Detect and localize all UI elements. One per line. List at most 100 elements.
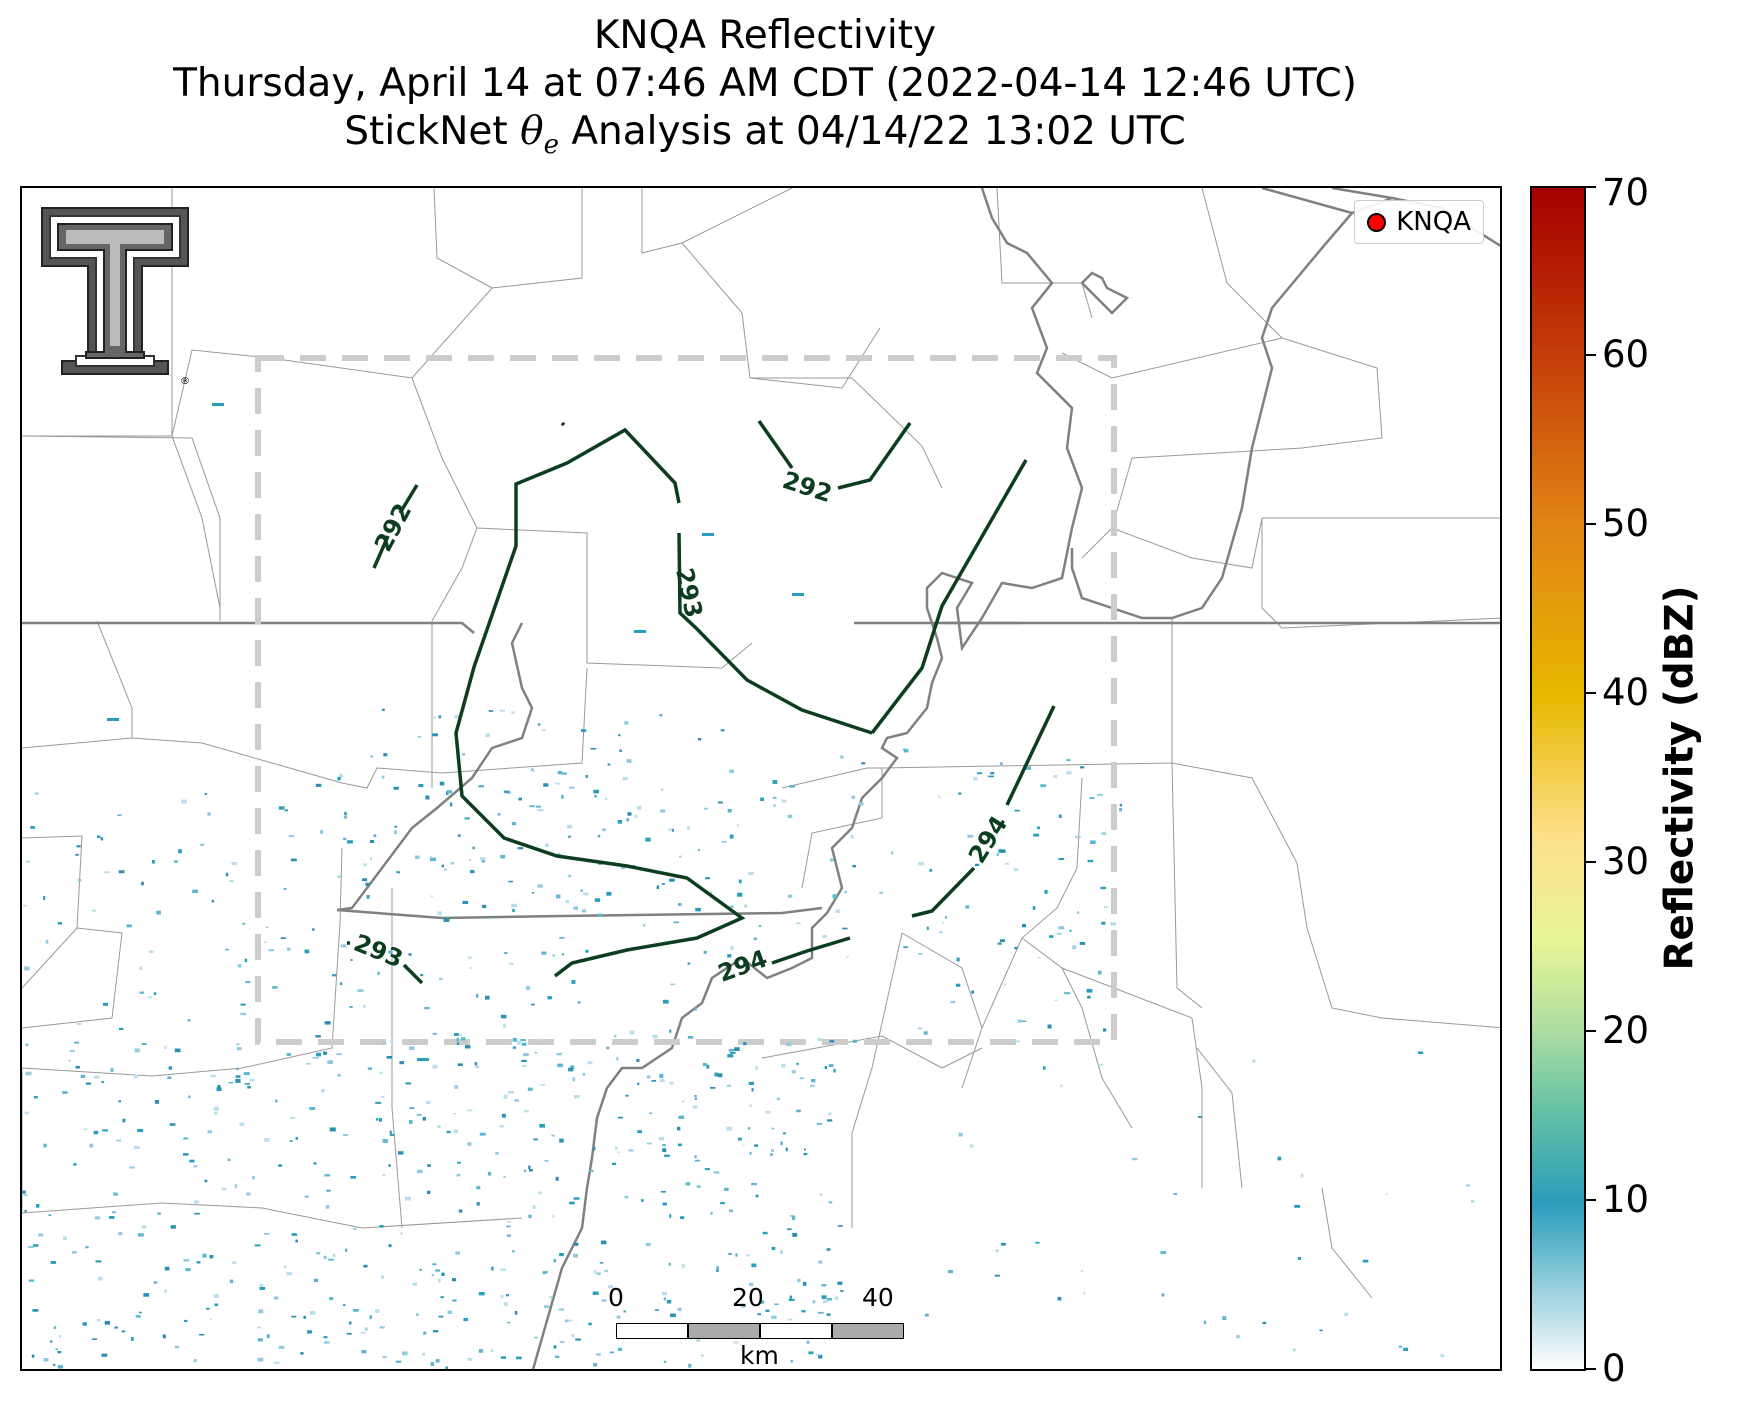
echo-pixel (945, 916, 948, 919)
echo-pixel (438, 1315, 444, 1318)
echo-pixel (409, 1046, 415, 1051)
echo-pixel (602, 828, 606, 832)
colorbar-tick-label: 0 (1602, 1347, 1626, 1390)
echo-pixel (557, 1063, 563, 1068)
echo-pixel (423, 1331, 427, 1335)
echo-pixel (737, 892, 743, 897)
echo-pixel (996, 1249, 999, 1252)
echo-pixel (585, 949, 589, 953)
echo-pixel (237, 964, 242, 968)
echo-pixel (702, 1063, 707, 1067)
echo-pixel (822, 1299, 828, 1304)
echo-pixel (382, 708, 385, 711)
echo-pixel (118, 1100, 121, 1103)
echo-pixel (669, 878, 675, 882)
echo-pixel (787, 1228, 792, 1231)
echo-pixel (629, 1030, 635, 1035)
echo-pixel (1096, 794, 1103, 796)
echo-pixel (375, 1309, 380, 1313)
echo-pixel (729, 834, 734, 839)
echo-pixel (727, 1054, 734, 1058)
echo-pixel (1101, 832, 1107, 835)
echo-pixel (212, 403, 224, 406)
double-t-logo-icon: ® (41, 207, 190, 386)
echo-pixel (506, 1225, 511, 1228)
echo-pixel (1033, 833, 1040, 837)
echo-pixel (133, 1145, 140, 1149)
echo-pixel (467, 956, 472, 959)
echo-pixel (300, 1352, 304, 1355)
echo-pixel (206, 1307, 210, 1310)
echo-pixel (790, 1215, 795, 1217)
echo-pixel (1044, 890, 1048, 894)
echo-pixel (516, 1356, 522, 1360)
echo-pixel (349, 1006, 353, 1008)
echo-pixel (835, 909, 840, 913)
echo-pixel (363, 1264, 368, 1268)
echo-pixel (640, 1199, 644, 1202)
echo-pixel (291, 1315, 297, 1318)
echo-pixel (508, 880, 513, 883)
echo-pixel (164, 1289, 168, 1293)
colorbar-tick-label: 20 (1602, 1009, 1650, 1052)
echo-pixel (379, 1071, 383, 1075)
echo-pixel (194, 1200, 199, 1204)
scale-bar: 0 20 40 km (608, 1283, 936, 1369)
echo-pixel (790, 1360, 793, 1363)
echo-pixel (1075, 836, 1081, 838)
echo-pixel (488, 710, 494, 712)
echo-pixel (129, 1166, 135, 1169)
echo-pixel (352, 1309, 359, 1312)
echo-pixel (476, 1202, 480, 1206)
contour-294-south (771, 936, 851, 965)
echo-pixel (346, 1332, 352, 1335)
echo-pixel (85, 1082, 92, 1085)
echo-pixel (376, 1118, 379, 1121)
echo-pixel (616, 1056, 619, 1061)
echo-pixel (469, 859, 472, 861)
echo-pixel (1090, 840, 1096, 845)
echo-pixel (386, 1056, 393, 1059)
colorbar-gradient (1530, 186, 1586, 1371)
echo-pixel (234, 1184, 237, 1189)
echo-pixel (637, 805, 642, 810)
contour-292-west-lower (372, 535, 390, 569)
echo-pixel (312, 928, 315, 931)
echo-pixel (625, 1094, 629, 1097)
echo-pixel (582, 892, 589, 896)
echo-pixel (1047, 1024, 1052, 1029)
echo-pixel (418, 784, 424, 788)
echo-pixel (452, 1299, 457, 1302)
echo-pixel (1057, 1296, 1062, 1301)
echo-pixel (122, 1118, 126, 1123)
logo-registered-mark: ® (180, 376, 190, 386)
echo-pixel (303, 1315, 307, 1319)
echo-pixel (437, 911, 442, 916)
echo-pixel (762, 1231, 768, 1235)
echo-pixel (555, 1355, 560, 1358)
echo-pixel (799, 1077, 804, 1080)
echo-pixel (506, 791, 512, 795)
echo-pixel (661, 1291, 668, 1296)
echo-pixel (965, 905, 970, 909)
echo-pixel (787, 894, 793, 898)
map-canvas[interactable]: 292 292 293 293 294 294 (22, 188, 1502, 1371)
map-panel[interactable]: 292 292 293 293 294 294 KNQA ® 0 20 40 k… (20, 186, 1502, 1371)
echo-pixel (646, 1075, 651, 1079)
echo-pixel (824, 1066, 827, 1070)
echo-pixel (266, 926, 269, 929)
echo-pixel (202, 1253, 207, 1258)
echo-pixel (320, 830, 324, 834)
echo-pixel (457, 1063, 463, 1066)
echo-pixel (156, 910, 161, 915)
echo-pixel (235, 1078, 241, 1083)
title-time: Thursday, April 14 at 07:46 AM CDT (2022… (173, 61, 1357, 106)
echo-pixel (730, 905, 734, 908)
echo-pixel (1300, 1173, 1304, 1178)
echo-pixel (315, 1035, 321, 1038)
echo-pixel (844, 890, 847, 894)
echo-pixel (199, 1333, 205, 1336)
echo-pixel (704, 1168, 710, 1171)
echo-pixel (439, 781, 445, 786)
echo-pixel (544, 843, 549, 847)
